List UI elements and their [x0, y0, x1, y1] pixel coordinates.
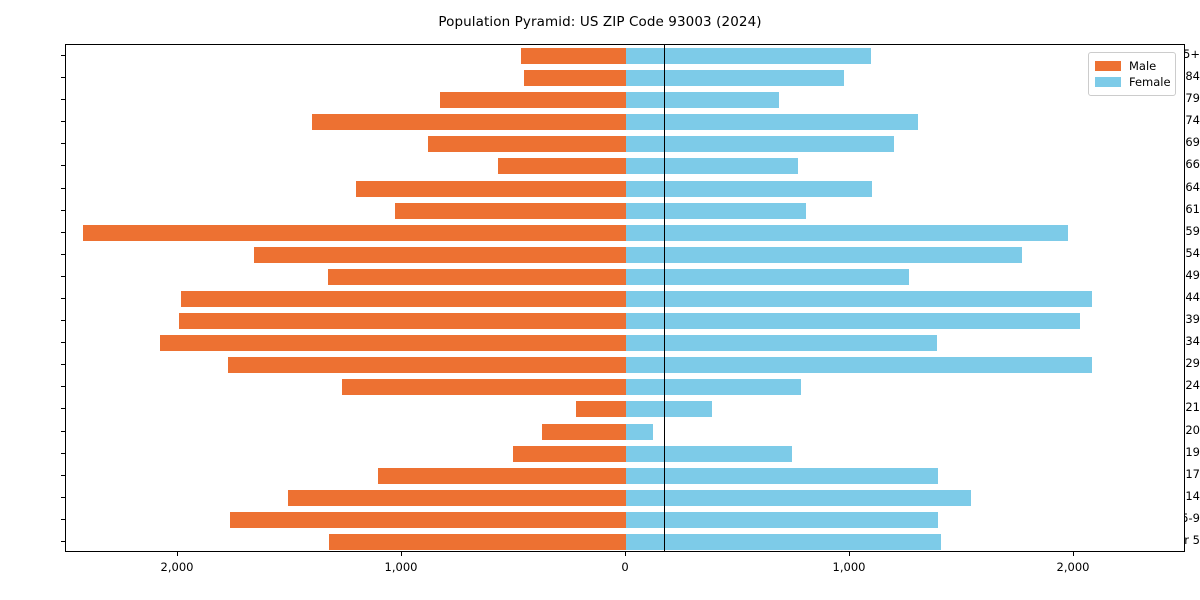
y-axis-tick — [61, 121, 65, 123]
zero-axis-line — [664, 45, 665, 551]
bar-male — [523, 70, 626, 87]
y-axis-tick — [61, 386, 65, 388]
legend-swatch-male — [1095, 61, 1121, 71]
bar-female — [626, 423, 653, 440]
bar-female — [626, 511, 939, 528]
x-axis-label: 1,000 — [384, 560, 418, 574]
y-axis-tick — [61, 187, 65, 189]
bar-male — [341, 379, 626, 396]
legend-item-female: Female — [1095, 74, 1171, 90]
x-axis-label: 0 — [621, 560, 629, 574]
y-axis-tick — [61, 430, 65, 432]
bar-female — [626, 180, 873, 197]
plot-area — [65, 44, 1185, 552]
bar-female — [626, 467, 939, 484]
y-axis-tick — [61, 452, 65, 454]
x-axis-tick — [401, 552, 402, 556]
bar-female — [626, 357, 1092, 374]
y-axis-tick — [61, 99, 65, 101]
legend-swatch-female — [1095, 77, 1121, 87]
y-axis-tick — [61, 518, 65, 520]
y-axis-tick — [61, 364, 65, 366]
bar-female — [626, 70, 845, 87]
bar-female — [626, 48, 872, 65]
y-axis-label: 5-9 — [1181, 510, 1200, 525]
bar-female — [626, 92, 780, 109]
y-axis-tick — [61, 540, 65, 542]
x-axis-tick — [177, 552, 178, 556]
bar-female — [626, 379, 801, 396]
y-axis-tick — [61, 231, 65, 233]
bar-female — [626, 158, 799, 175]
x-axis-tick — [625, 552, 626, 556]
y-axis-tick — [61, 209, 65, 211]
legend-label-male: Male — [1129, 59, 1157, 73]
bar-male — [520, 48, 626, 65]
y-axis-tick — [61, 320, 65, 322]
bar-male — [356, 180, 626, 197]
x-axis-tick — [1073, 552, 1074, 556]
bar-male — [440, 92, 626, 109]
bar-male — [82, 224, 626, 241]
y-axis-tick — [61, 143, 65, 145]
bar-male — [329, 533, 626, 550]
bar-female — [626, 114, 919, 131]
chart-title: Population Pyramid: US ZIP Code 93003 (2… — [438, 14, 762, 30]
bar-male — [378, 467, 626, 484]
bar-male — [542, 423, 626, 440]
y-axis-tick — [61, 474, 65, 476]
bar-female — [626, 445, 792, 462]
bar-female — [626, 224, 1069, 241]
bar-female — [626, 313, 1080, 330]
bar-male — [328, 268, 626, 285]
bar-female — [626, 246, 1023, 263]
bar-male — [287, 489, 626, 506]
y-axis-tick — [61, 496, 65, 498]
bar-male — [395, 202, 626, 219]
bar-male — [179, 313, 626, 330]
bar-male — [427, 136, 626, 153]
bar-male — [575, 401, 626, 418]
bar-female — [626, 401, 713, 418]
x-axis-label: 2,000 — [1056, 560, 1090, 574]
y-axis-tick — [61, 298, 65, 299]
bar-male — [498, 158, 626, 175]
y-axis-tick — [61, 77, 65, 79]
y-axis-tick — [61, 253, 65, 255]
y-axis-tick — [61, 55, 65, 57]
bar-male — [181, 291, 626, 307]
bar-female — [626, 335, 938, 352]
bar-female — [626, 489, 971, 506]
legend-label-female: Female — [1129, 75, 1171, 89]
y-axis-tick — [61, 275, 65, 277]
bar-female — [626, 268, 910, 285]
bar-female — [626, 533, 941, 550]
bar-male — [229, 511, 626, 528]
legend-item-male: Male — [1095, 58, 1169, 74]
x-axis-label: 1,000 — [832, 560, 866, 574]
y-axis-tick — [61, 408, 65, 410]
y-axis-tick — [61, 165, 65, 167]
y-axis-label: 21 — [1185, 400, 1200, 415]
bars-container — [66, 45, 1184, 551]
bar-female — [626, 136, 894, 153]
bar-male — [312, 114, 626, 131]
bar-female — [626, 291, 1092, 307]
bar-male — [512, 445, 626, 462]
legend: Male Female — [1088, 52, 1176, 96]
bar-male — [160, 335, 626, 352]
y-axis-label: 85+ — [1175, 47, 1200, 62]
y-axis-label: 20 — [1185, 422, 1200, 437]
x-axis-label: 2,000 — [160, 560, 194, 574]
bar-male — [228, 357, 626, 374]
x-axis-tick — [849, 552, 850, 556]
bar-male — [254, 246, 626, 263]
y-axis-tick — [61, 342, 65, 344]
bar-female — [626, 202, 807, 219]
